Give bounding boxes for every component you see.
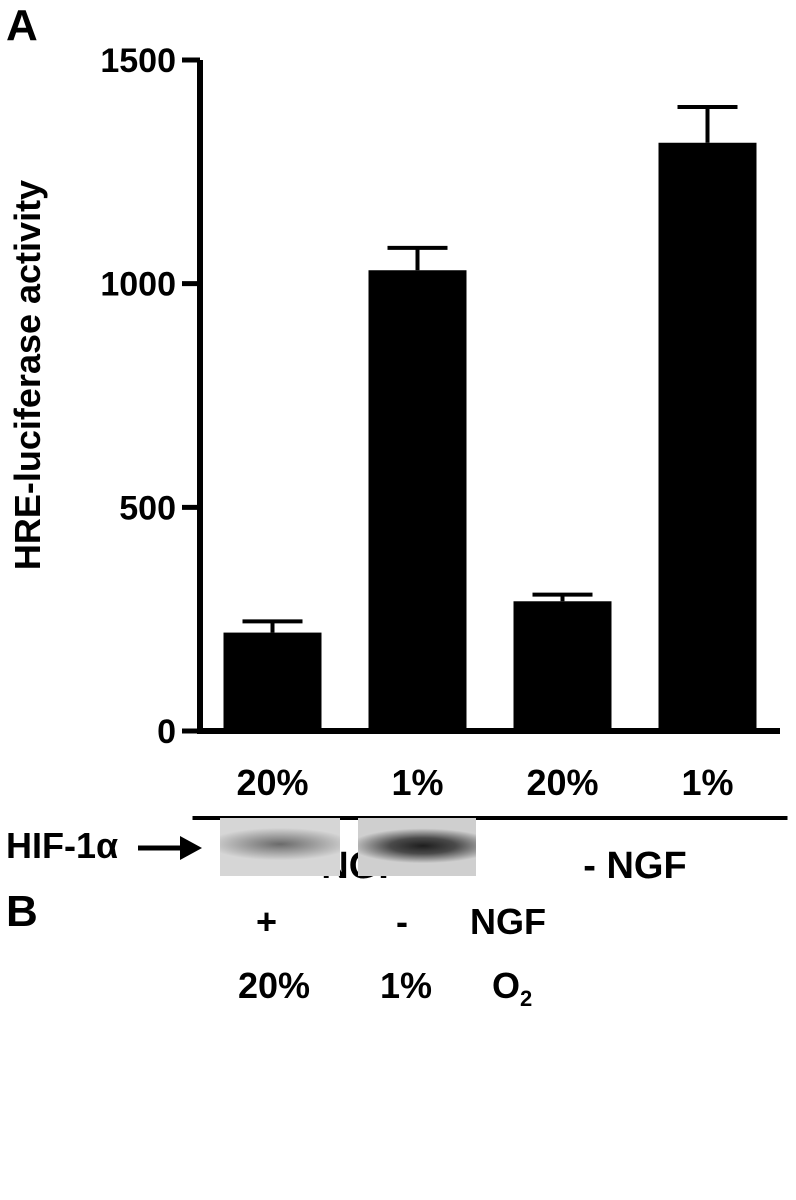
western-blot-lane-2 (358, 818, 476, 876)
arrow-right-icon (138, 836, 202, 860)
ngf-row-label: NGF (470, 901, 546, 942)
x-tick-label-0: 20% (236, 762, 308, 803)
o2-row-label-base: O (492, 965, 521, 1006)
x-tick-label-1: 1% (391, 762, 443, 803)
panel-b-letter: B (6, 887, 38, 936)
lane-1-ngf: + (256, 901, 278, 942)
o2-row-label-sub: 2 (520, 986, 533, 1012)
bar-3 (658, 142, 757, 732)
lane-1-o2: 20% (238, 965, 311, 1006)
x-tick-label-2: 20% (526, 762, 598, 803)
y-tick-label-3: 1500 (100, 42, 176, 80)
lane-2-ngf: - (396, 901, 408, 942)
x-tick-labels: 20% 1% 20% 1% (236, 762, 733, 803)
panel-a-letter: A (6, 1, 38, 50)
bar-0 (223, 632, 322, 731)
western-blot-lane-1 (220, 818, 340, 876)
y-tick-label-1: 500 (119, 489, 176, 527)
o2-row-label: O2 (492, 968, 532, 1010)
bars (223, 104, 757, 732)
y-tick-label-2: 1000 (100, 266, 176, 304)
x-tick-label-3: 1% (681, 762, 733, 803)
bar-2 (513, 601, 612, 731)
bar-1 (368, 270, 467, 731)
axes: 0 500 1000 1500 (100, 42, 780, 751)
lane-2-o2: 1% (380, 965, 433, 1006)
hif1a-label: HIF-1α (6, 825, 119, 866)
y-tick-label-0: 0 (157, 713, 176, 751)
group-label-1: - NGF (583, 845, 686, 887)
